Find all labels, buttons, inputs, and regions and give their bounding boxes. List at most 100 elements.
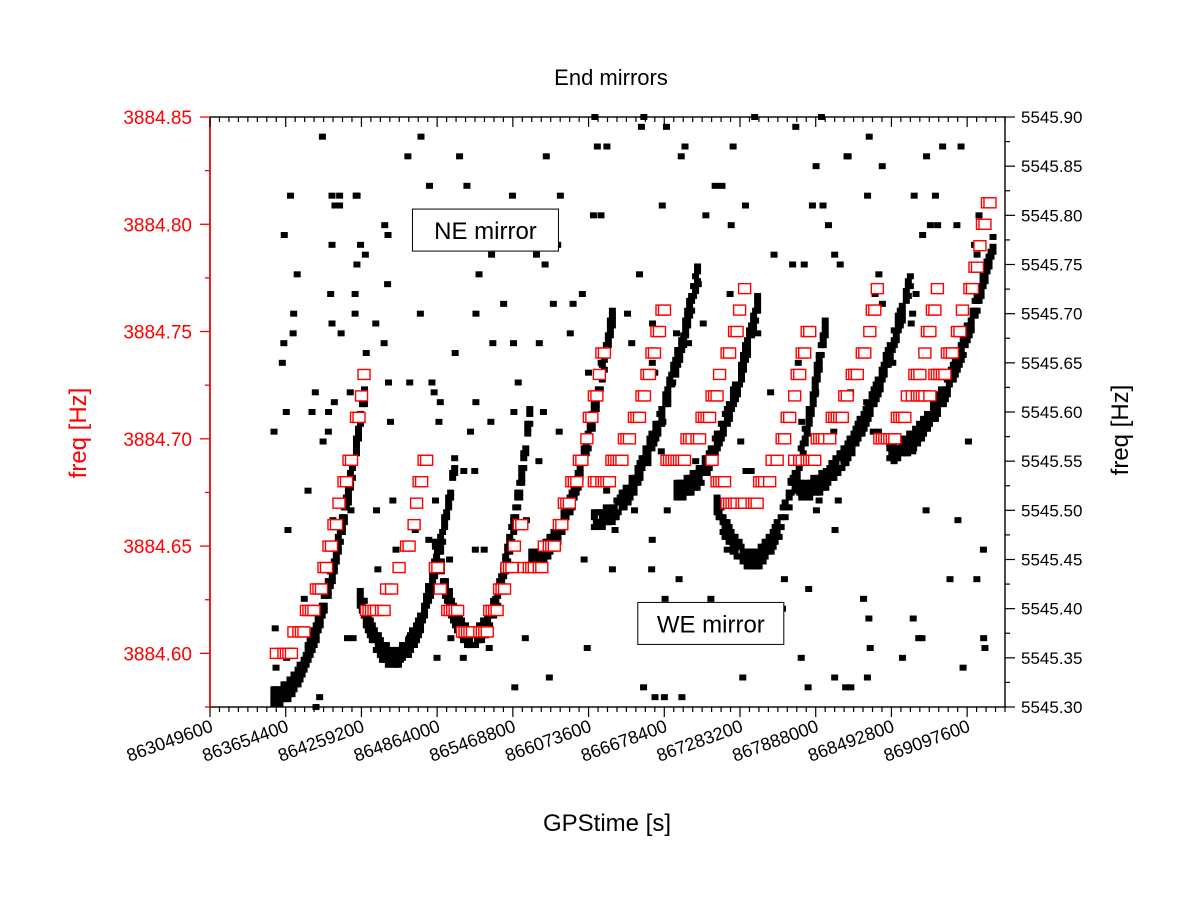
data-point	[957, 356, 965, 363]
data-point	[792, 123, 800, 130]
data-point	[361, 386, 369, 393]
data-point	[361, 401, 369, 408]
data-point	[510, 340, 518, 347]
y-right-tick-label: 5545.60	[1021, 403, 1082, 422]
data-point	[664, 401, 672, 408]
data-point	[276, 701, 284, 708]
data-point	[344, 499, 352, 506]
data-point	[338, 528, 346, 535]
data-point	[868, 304, 882, 316]
data-point	[644, 460, 652, 467]
data-point	[740, 361, 748, 368]
data-point	[909, 310, 917, 317]
x-tick-label: 864259200	[275, 716, 367, 766]
data-point	[398, 654, 406, 661]
data-point	[502, 553, 510, 560]
data-point	[793, 474, 801, 481]
data-point	[821, 327, 829, 334]
data-point	[953, 356, 961, 363]
data-point	[650, 440, 658, 447]
data-point	[447, 489, 455, 496]
data-point	[830, 428, 838, 435]
y-axis-left: 3884.60 3884.65 3884.70 3884.75 3884.80 3884.…	[123, 108, 210, 708]
data-point	[989, 233, 997, 240]
data-point	[741, 548, 749, 555]
data-point	[336, 538, 344, 545]
data-point	[545, 674, 553, 681]
data-point	[834, 497, 842, 504]
data-point	[554, 533, 562, 540]
data-point	[744, 342, 752, 349]
data-point	[441, 578, 449, 585]
data-point	[904, 440, 912, 447]
data-point	[630, 484, 638, 491]
data-point	[360, 597, 368, 604]
data-point	[630, 507, 638, 514]
data-point	[842, 460, 850, 467]
data-point	[392, 651, 400, 658]
data-point	[744, 347, 752, 354]
data-point	[541, 261, 549, 268]
data-point	[592, 524, 600, 531]
data-point	[965, 282, 980, 295]
data-point	[781, 499, 789, 506]
data-point	[816, 479, 824, 486]
data-point	[797, 445, 805, 452]
data-point	[923, 390, 937, 402]
data-point	[555, 428, 563, 435]
data-point	[813, 371, 821, 378]
data-point	[983, 197, 997, 209]
data-point	[817, 351, 825, 358]
data-point	[384, 651, 392, 658]
data-point	[909, 615, 917, 622]
data-point	[963, 337, 971, 344]
data-point	[807, 406, 815, 413]
data-point	[284, 527, 292, 533]
data-point	[603, 487, 611, 494]
data-point	[943, 391, 951, 398]
data-point	[658, 406, 666, 413]
data-point	[943, 386, 951, 393]
data-point	[840, 390, 854, 402]
data-point	[558, 528, 566, 535]
data-point	[344, 635, 352, 642]
data-point	[486, 622, 494, 629]
data-point	[890, 327, 898, 334]
data-point	[678, 347, 686, 354]
data-point	[620, 489, 628, 496]
data-point	[516, 489, 524, 496]
data-point	[316, 622, 324, 629]
data-point	[675, 576, 683, 583]
data-point	[372, 646, 380, 653]
data-point	[507, 540, 522, 552]
data-point	[530, 558, 538, 565]
data-point	[770, 454, 784, 466]
data-point	[604, 342, 612, 349]
data-point	[961, 342, 969, 349]
annotation-we-mirror: WE mirror	[637, 601, 785, 645]
data-point	[733, 391, 741, 398]
data-point	[532, 553, 540, 560]
data-point	[368, 622, 376, 629]
data-point	[821, 332, 829, 339]
data-point	[428, 379, 436, 386]
data-point	[878, 163, 886, 170]
data-point	[876, 381, 884, 388]
data-point	[811, 381, 819, 388]
data-point	[916, 420, 924, 427]
data-point	[608, 317, 616, 324]
data-point	[769, 528, 777, 535]
data-point	[959, 664, 967, 671]
x-tick-label: 868492800	[805, 716, 897, 766]
data-point	[636, 469, 644, 476]
data-point	[431, 573, 439, 580]
data-point	[562, 514, 570, 521]
data-point	[717, 435, 725, 442]
data-point	[354, 430, 362, 437]
data-point	[328, 192, 336, 199]
data-point	[588, 420, 596, 427]
x-tick-label: 864864000	[351, 716, 443, 766]
data-point	[472, 310, 480, 317]
data-point	[456, 153, 464, 160]
data-point	[312, 632, 320, 639]
